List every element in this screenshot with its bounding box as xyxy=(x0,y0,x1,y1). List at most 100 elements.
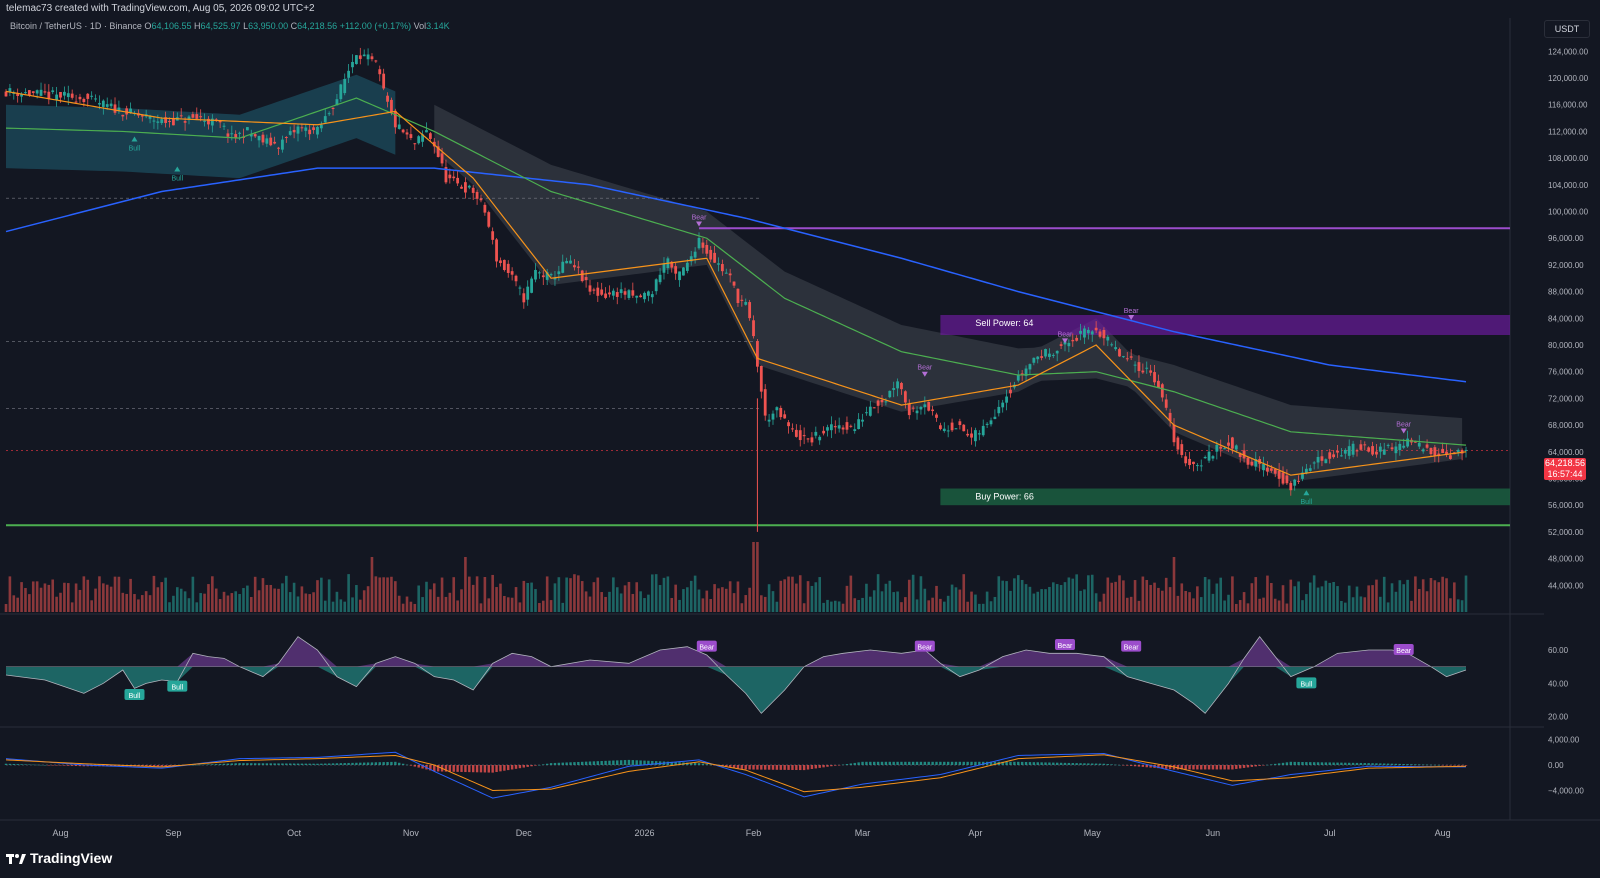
volume-bar xyxy=(203,593,206,612)
volume-bar xyxy=(257,590,261,612)
volume-bar xyxy=(1414,576,1417,612)
macd-histogram-bar xyxy=(1324,762,1328,765)
macd-histogram-bar xyxy=(250,763,253,765)
symbol-name[interactable]: Bitcoin / TetherUS · 1D · Binance xyxy=(10,21,142,31)
candle-body xyxy=(510,271,514,275)
candle-body xyxy=(187,116,191,120)
volume-bar xyxy=(1351,597,1355,612)
macd-histogram-bar xyxy=(1013,761,1016,765)
candle-body xyxy=(105,104,109,107)
volume-bar xyxy=(78,589,82,612)
price-axis-tick: 88,000.00 xyxy=(1548,288,1584,297)
volume-bar xyxy=(285,575,288,612)
volume-bar xyxy=(904,597,907,612)
tradingview-logo-text: TradingView xyxy=(30,850,113,866)
macd-histogram-bar xyxy=(401,763,405,765)
volume-bar xyxy=(105,584,109,612)
volume-bar xyxy=(526,582,530,612)
price-axis-tick: 64,000.00 xyxy=(1548,448,1584,457)
volume-bar xyxy=(612,577,615,612)
volume-bar xyxy=(1379,596,1382,612)
macd-histogram-bar xyxy=(1238,765,1242,769)
macd-histogram-bar xyxy=(343,763,346,765)
candle-body xyxy=(1051,354,1055,356)
candle-body xyxy=(880,399,884,403)
volume-bar xyxy=(993,596,997,612)
candle-body xyxy=(736,288,740,304)
volume-bar xyxy=(752,542,755,612)
macd-histogram-bar xyxy=(1114,764,1117,766)
volume-bar xyxy=(1071,578,1075,612)
candle-body xyxy=(841,427,845,430)
macd-histogram-bar xyxy=(830,765,833,767)
macd-histogram-bar xyxy=(1149,765,1152,768)
volume-bar xyxy=(1258,598,1261,612)
volume-bar xyxy=(323,600,327,612)
macd-histogram-bar xyxy=(892,761,895,765)
candle-body xyxy=(1336,450,1339,453)
volume-bar xyxy=(974,594,977,612)
macd-histogram-bar xyxy=(1122,765,1125,766)
candle-body xyxy=(1125,358,1129,360)
candle-body xyxy=(794,429,798,437)
volume-bar xyxy=(1320,586,1324,612)
candle-body xyxy=(164,117,168,123)
volume-bar xyxy=(697,589,701,612)
macd-histogram-bar xyxy=(584,761,588,765)
volume-bar xyxy=(580,581,584,612)
volume-bar xyxy=(1001,580,1004,612)
candle-body xyxy=(740,299,744,301)
volume-bar xyxy=(195,602,199,612)
candle-body xyxy=(1106,336,1110,341)
macd-histogram-bar xyxy=(1075,763,1078,765)
candle-body xyxy=(720,264,724,272)
candle-body xyxy=(238,132,241,134)
candle-body xyxy=(397,124,401,129)
candle-body xyxy=(946,430,950,432)
volume-bar xyxy=(1141,576,1145,612)
currency-button[interactable]: USDT xyxy=(1544,20,1590,38)
rsi-signal-label: Bull xyxy=(1301,681,1313,688)
macd-histogram-bar xyxy=(1309,762,1312,765)
volume-bar xyxy=(261,578,265,612)
volume-bar xyxy=(296,596,300,612)
macd-histogram-bar xyxy=(382,762,385,765)
candle-body xyxy=(709,249,713,260)
candle-body xyxy=(382,73,386,89)
candle-body xyxy=(288,131,292,135)
candle-body xyxy=(592,289,596,291)
candle-body xyxy=(662,263,666,273)
candle-body xyxy=(534,269,537,280)
macd-histogram-bar xyxy=(261,763,265,765)
signal-label: Bull xyxy=(171,175,183,182)
volume-bar xyxy=(857,599,860,612)
open-label: O xyxy=(144,21,152,31)
candle-body xyxy=(495,239,498,262)
tradingview-logo[interactable]: TradingView xyxy=(6,850,112,866)
candle-body xyxy=(335,99,339,106)
volume-bar xyxy=(425,581,428,612)
volume-bar xyxy=(1180,583,1184,612)
macd-histogram-bar xyxy=(674,762,677,765)
macd-histogram-bar xyxy=(1059,762,1063,765)
macd-histogram-bar xyxy=(760,765,763,770)
candle-body xyxy=(55,94,59,101)
macd-histogram-bar xyxy=(1056,762,1059,765)
macd-histogram-bar xyxy=(1289,761,1292,765)
candle-body xyxy=(530,278,533,293)
macd-histogram-bar xyxy=(1133,765,1137,767)
volume-bar xyxy=(1453,582,1456,612)
volume-bar xyxy=(1231,576,1234,612)
macd-histogram-bar xyxy=(1250,765,1254,767)
macd-histogram-bar xyxy=(1460,765,1464,766)
macd-histogram-bar xyxy=(767,765,771,770)
rsi-signal-badge xyxy=(1393,644,1414,655)
volume-bar xyxy=(1145,579,1149,612)
candle-body xyxy=(1129,356,1133,358)
price-axis-tick: 108,000.00 xyxy=(1548,154,1589,163)
macd-histogram-bar xyxy=(327,763,331,765)
volume-bar xyxy=(849,575,853,612)
candle-body xyxy=(1044,349,1047,357)
macd-histogram-bar xyxy=(63,765,66,766)
